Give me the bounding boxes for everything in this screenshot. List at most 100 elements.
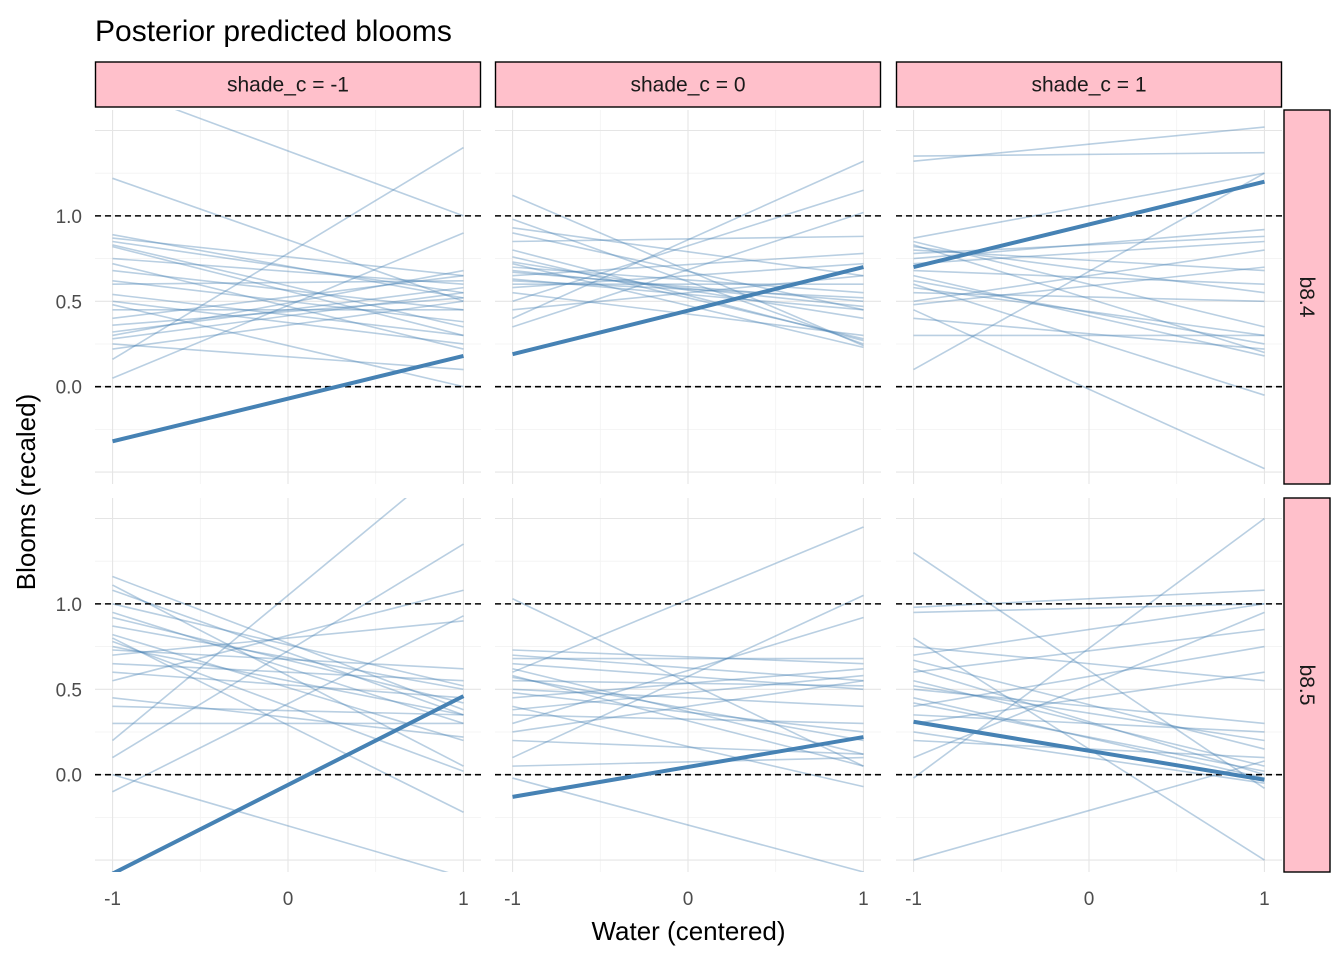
chart-title: Posterior predicted blooms (95, 15, 452, 48)
posterior-draw-line (112, 697, 464, 738)
posterior-draw-line (112, 245, 464, 337)
posterior-draw-line (512, 160, 864, 320)
posterior-draw-line (913, 274, 1265, 357)
posterior-draw-line (112, 498, 407, 742)
posterior-draw-line (913, 172, 1265, 371)
x-tick-label: 1 (458, 889, 469, 910)
posterior-draw-line (913, 551, 1265, 789)
posterior-draw-line (913, 151, 1265, 157)
x-axis-title: Water (centered) (591, 916, 785, 946)
posterior-draw-line (112, 291, 464, 340)
posterior-draw-line (913, 645, 1265, 708)
posterior-draw-line (913, 589, 1265, 609)
posterior-draw-line (913, 517, 1265, 779)
posterior-draw-line (112, 286, 464, 333)
posterior-draw-line (112, 293, 464, 337)
posterior-draw-line (112, 615, 464, 793)
posterior-draw-line (112, 671, 464, 699)
posterior-draw-line (913, 283, 1265, 396)
x-tick-label: -1 (905, 889, 922, 910)
posterior-draw-line (112, 611, 464, 725)
posterior-draw-line (112, 279, 464, 285)
column-strip (494, 61, 882, 108)
posterior-draw-line (512, 714, 864, 725)
posterior-draw-line (112, 233, 464, 299)
row-strip-label: b8.5 (1295, 665, 1318, 706)
posterior-draw-line (512, 676, 864, 742)
posterior-draw-line (112, 633, 464, 742)
posterior-draw-line (112, 645, 464, 716)
posterior-draw-line (512, 649, 864, 665)
posterior-draw-line (112, 543, 464, 759)
posterior-draw-line (913, 628, 1265, 673)
posterior-draw-line (913, 235, 1265, 255)
posterior-draw-line (112, 620, 464, 656)
posterior-draw-line (112, 575, 464, 711)
posterior-draw-line (913, 702, 1265, 773)
posterior-draw-line (512, 194, 864, 347)
posterior-draw-line (913, 291, 1265, 303)
column-strip-label: shade_c = -1 (227, 74, 349, 97)
posterior-draw-line (512, 679, 864, 687)
posterior-draw-line (512, 594, 864, 759)
posterior-draw-line (512, 674, 864, 767)
panel-lines (495, 526, 881, 872)
posterior-draw-line (512, 261, 864, 320)
posterior-draw-line (512, 256, 864, 340)
posterior-draw-line (112, 589, 464, 716)
x-tick-label: 0 (1084, 889, 1095, 910)
row-strip (1283, 109, 1331, 485)
posterior-draw-line (112, 274, 464, 320)
posterior-mean-line (913, 719, 1265, 782)
x-tick-label: 0 (283, 889, 294, 910)
posterior-draw-line (913, 671, 1265, 725)
y-tick-label: 0.0 (56, 378, 82, 399)
posterior-draw-line (512, 667, 864, 699)
posterior-draw-line (112, 269, 464, 311)
posterior-draw-line (512, 271, 864, 303)
posterior-draw-line (512, 739, 864, 755)
panels-layer: shade_c = -1 shade_c = 0 shade_c = 1 b8.4 b8… (56, 61, 1331, 910)
posterior-draw-line (112, 237, 464, 277)
posterior-draw-line (112, 662, 464, 682)
posterior-draw-line (913, 240, 1265, 265)
posterior-draw-line (112, 300, 464, 350)
posterior-draw-line (913, 714, 1265, 733)
posterior-draw-line (112, 589, 464, 682)
posterior-draw-line (512, 662, 864, 691)
posterior-draw-line (512, 674, 864, 711)
posterior-draw-line (512, 616, 864, 725)
posterior-draw-line (913, 244, 1265, 354)
posterior-draw-line (913, 659, 1265, 750)
posterior-draw-line (512, 598, 864, 767)
posterior-draw-line (112, 279, 464, 323)
posterior-draw-line (512, 777, 864, 872)
y-axis-title: Blooms (recaled) (11, 394, 41, 591)
posterior-draw-line (174, 110, 464, 217)
posterior-draw-line (512, 691, 864, 733)
panel-lines (896, 126, 1282, 470)
posterior-draw-line (913, 266, 1265, 306)
column-strip (94, 61, 482, 108)
posterior-draw-line (913, 603, 1265, 614)
posterior-draw-line (112, 303, 464, 388)
posterior-draw-line (112, 773, 449, 872)
x-tick-label: 1 (1259, 889, 1270, 910)
posterior-draw-line (913, 309, 1265, 470)
y-tick-label: 0.0 (56, 766, 82, 787)
posterior-draw-line (512, 688, 864, 708)
posterior-draw-line (512, 654, 864, 682)
posterior-draw-line (112, 705, 464, 716)
posterior-draw-line (512, 211, 864, 328)
row-strip-label: b8.4 (1295, 277, 1318, 318)
posterior-draw-line (913, 249, 1265, 303)
posterior-draw-line (512, 278, 864, 311)
posterior-mean-line (111, 694, 465, 872)
posterior-mean-line (913, 179, 1265, 270)
posterior-draw-line (913, 269, 1265, 285)
posterior-draw-line (112, 640, 464, 772)
posterior-draw-line (913, 685, 1265, 742)
posterior-draw-line (112, 262, 464, 350)
x-tick-label: 1 (858, 889, 869, 910)
posterior-draw-line (913, 279, 1265, 345)
